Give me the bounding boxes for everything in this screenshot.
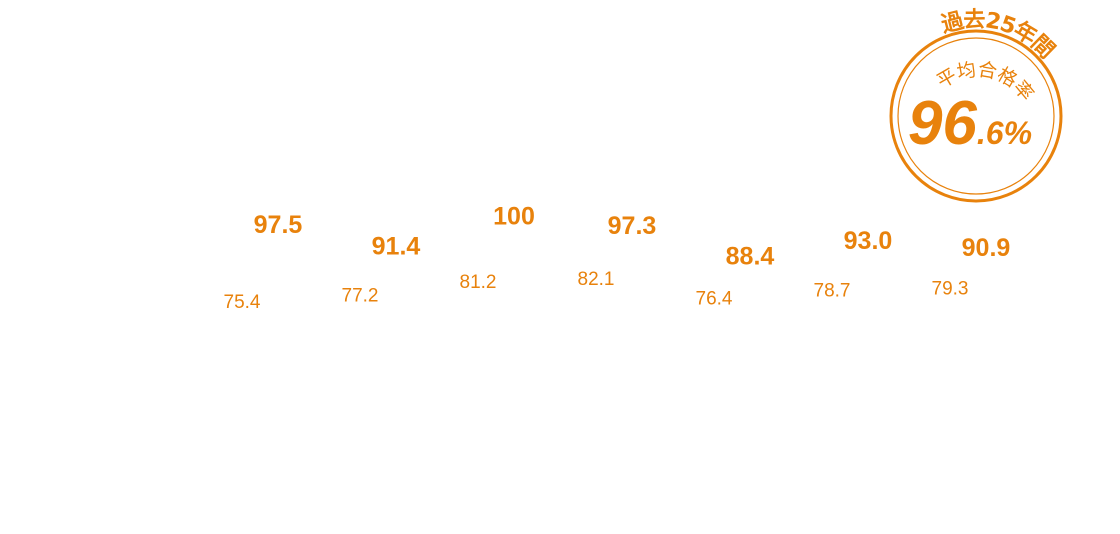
value-label: 90.9 bbox=[962, 234, 1011, 262]
badge-value: 96.6% bbox=[908, 89, 1032, 158]
value-label: 88.4 bbox=[726, 243, 775, 271]
value-label: 97.3 bbox=[608, 212, 657, 240]
value-label: 76.4 bbox=[696, 288, 733, 309]
value-label: 97.5 bbox=[254, 211, 303, 239]
value-label: 93.0 bbox=[844, 227, 893, 255]
value-label: 100 bbox=[493, 203, 535, 231]
value-label: 75.4 bbox=[224, 292, 261, 313]
value-label: 82.1 bbox=[578, 269, 615, 290]
value-label: 77.2 bbox=[342, 286, 379, 307]
badge: 過去25年間 平均合格率 96.6% bbox=[889, 7, 1063, 203]
value-label: 79.3 bbox=[932, 278, 969, 299]
value-label: 78.7 bbox=[814, 281, 851, 302]
value-label: 81.2 bbox=[460, 272, 497, 293]
value-label: 91.4 bbox=[372, 232, 421, 260]
badge-ring bbox=[889, 29, 1063, 203]
badge-ring bbox=[897, 37, 1055, 195]
